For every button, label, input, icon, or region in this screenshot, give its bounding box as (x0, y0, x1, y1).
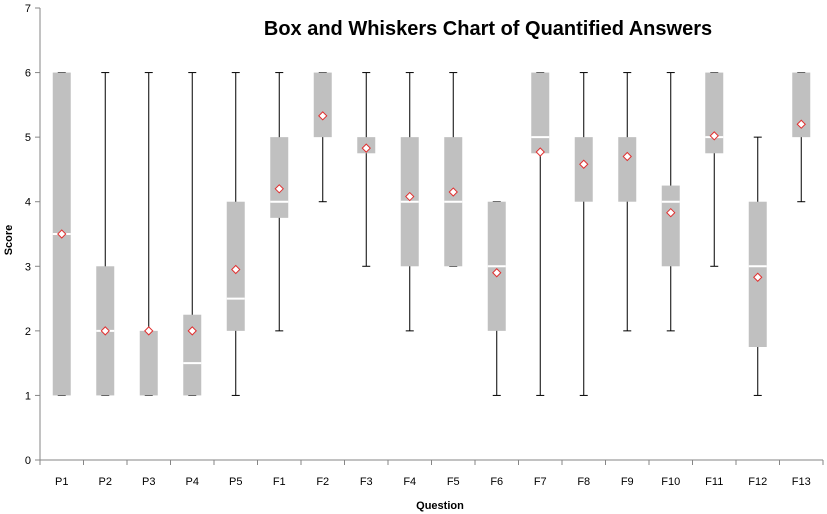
box-iqr (139, 330, 158, 396)
box-iqr (618, 137, 637, 202)
box-group-f13 (792, 72, 811, 203)
box-group-f3 (357, 72, 376, 267)
x-tick-label-f3: F3 (360, 476, 373, 488)
mean-marker (579, 159, 589, 169)
x-tick-label-p1: P1 (55, 476, 68, 488)
y-tick-label: 1 (25, 390, 31, 402)
x-tick-label-f1: F1 (273, 476, 286, 488)
mean-marker (318, 111, 328, 121)
box-group-p1 (52, 72, 71, 396)
x-tick-label-p4: P4 (186, 476, 199, 488)
y-tick-label: 7 (25, 3, 31, 15)
box-group-f5 (444, 72, 463, 267)
x-axis: P1 P2 P3 P4 P5 F1 F2 F3 F4 F5 F6 F7 F8 F9 F10 F11 F12 F13 (39, 459, 824, 488)
y-tick-label: 6 (25, 68, 31, 80)
x-axis-label: Question (416, 500, 464, 512)
x-tick-label-f12: F12 (748, 476, 767, 488)
box-group-f9 (618, 72, 637, 332)
box-group-f7 (531, 72, 550, 396)
mean-marker (405, 191, 415, 202)
box-iqr (574, 137, 593, 202)
box-group-p4 (183, 72, 202, 396)
mean-marker (448, 187, 458, 197)
box-iqr (183, 314, 202, 396)
mean-marker (274, 184, 284, 194)
x-tick-label-f10: F10 (661, 476, 680, 488)
mean-marker (753, 272, 763, 282)
box-iqr (531, 72, 550, 154)
box-group-f6 (487, 201, 506, 396)
mean-marker (535, 147, 545, 157)
x-tick-label-f6: F6 (490, 476, 503, 488)
box-iqr (661, 185, 680, 267)
y-tick-label: 4 (25, 197, 31, 209)
mean-marker (231, 264, 241, 275)
box-group-f4 (400, 72, 419, 332)
mean-marker (492, 268, 502, 278)
mean-marker (709, 131, 719, 141)
x-tick-label-f13: F13 (792, 476, 811, 488)
y-tick-label: 2 (25, 326, 31, 338)
box-group-p5 (226, 72, 245, 396)
x-tick-label-f7: F7 (534, 476, 547, 488)
mean-marker (187, 326, 197, 336)
x-tick-label-f9: F9 (621, 476, 634, 488)
mean-marker (57, 229, 67, 239)
box-group-p3 (139, 72, 158, 396)
y-tick-label: 3 (25, 261, 31, 273)
x-tick-label-f11: F11 (705, 476, 723, 488)
y-axis-label: Score (3, 225, 15, 256)
box-iqr (705, 72, 724, 154)
mean-marker (100, 326, 110, 336)
y-tick-label: 0 (25, 455, 31, 467)
box-group-f10 (661, 72, 680, 332)
mean-marker (666, 207, 676, 218)
box-group-f8 (574, 72, 593, 396)
x-tick-label-f8: F8 (577, 476, 590, 488)
x-tick-label-f4: F4 (403, 476, 416, 488)
plot-area (52, 72, 811, 396)
mean-marker (796, 119, 806, 129)
mean-marker (361, 143, 371, 153)
box-iqr (270, 137, 289, 218)
x-tick-label-f2: F2 (316, 476, 329, 488)
mean-marker (144, 326, 154, 336)
box-group-p2 (96, 72, 115, 396)
box-group-f1 (270, 72, 289, 332)
x-tick-label-p2: P2 (99, 476, 112, 488)
x-tick-label-p3: P3 (142, 476, 155, 488)
box-group-f2 (313, 72, 332, 203)
y-tick-label: 5 (25, 132, 31, 144)
box-iqr (313, 72, 332, 138)
box-iqr (792, 72, 811, 138)
chart-title: Box and Whiskers Chart of Quantified Ans… (264, 18, 712, 40)
mean-marker (622, 151, 632, 162)
y-axis: 0 1 2 3 4 5 6 7 (25, 3, 41, 467)
x-tick-label-f5: F5 (447, 476, 460, 488)
box-group-f11 (705, 72, 724, 267)
x-tick-label-p5: P5 (229, 476, 242, 488)
box-group-f12 (748, 136, 767, 396)
